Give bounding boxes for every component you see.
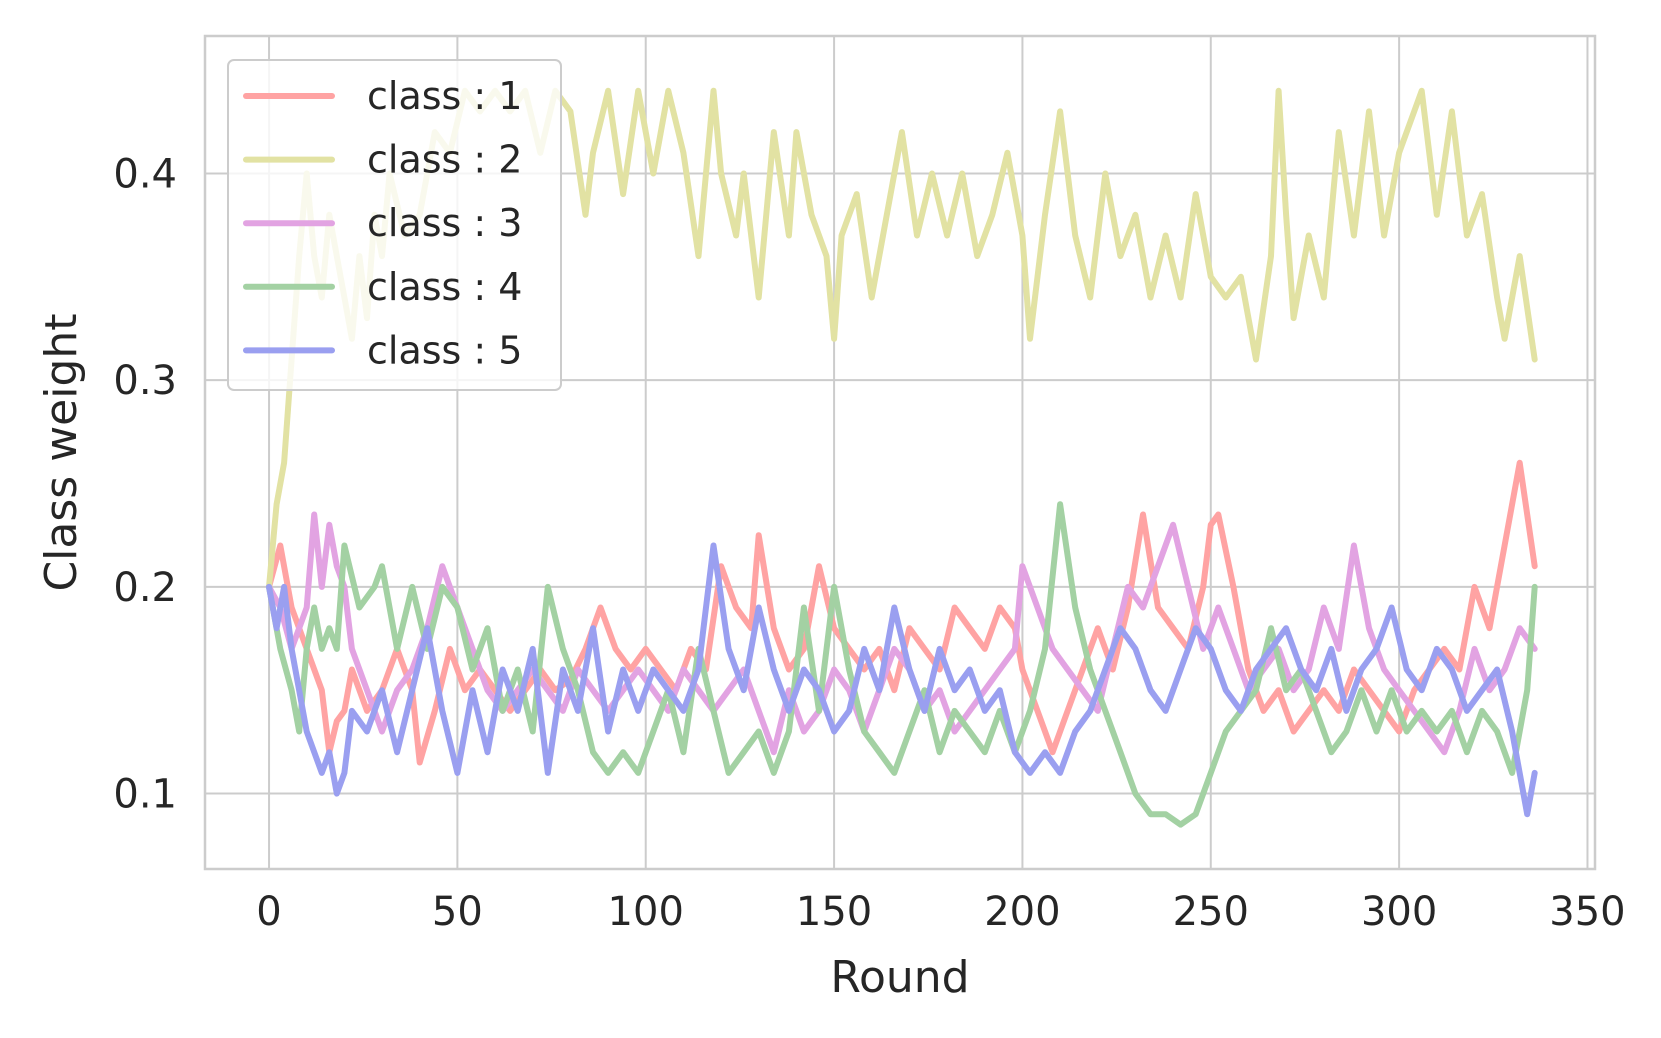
y-tick-label: 0.1 xyxy=(113,772,177,818)
x-tick-label: 200 xyxy=(984,889,1060,935)
y-tick-labels: 0.1 0.2 0.3 0.4 xyxy=(113,151,177,817)
y-tick-label: 0.3 xyxy=(113,358,177,404)
x-tick-label: 150 xyxy=(796,889,872,935)
x-tick-label: 0 xyxy=(256,889,281,935)
legend-label: class : 2 xyxy=(367,138,522,182)
y-axis-label: Class weight xyxy=(36,313,87,591)
legend: class : 1 class : 2 class : 3 class : 4 clas… xyxy=(227,59,562,391)
x-tick-label: 350 xyxy=(1549,889,1625,935)
x-tick-label: 300 xyxy=(1361,889,1437,935)
x-tick-label: 100 xyxy=(608,889,684,935)
y-tick-label: 0.4 xyxy=(113,151,177,197)
x-tick-label: 250 xyxy=(1173,889,1249,935)
x-tick-labels: 0 50 100 150 200 250 300 350 xyxy=(256,889,1625,935)
plot-frame xyxy=(203,34,1597,871)
legend-box xyxy=(227,59,562,391)
legend-label: class : 5 xyxy=(367,328,522,372)
legend-label: class : 1 xyxy=(367,74,522,118)
y-tick-label: 0.2 xyxy=(113,565,177,611)
legend-label: class : 4 xyxy=(367,265,522,309)
x-axis-label: Round xyxy=(830,952,969,1003)
legend-label: class : 3 xyxy=(367,201,522,245)
x-tick-label: 50 xyxy=(432,889,483,935)
series-line-class-5 xyxy=(266,542,1538,818)
